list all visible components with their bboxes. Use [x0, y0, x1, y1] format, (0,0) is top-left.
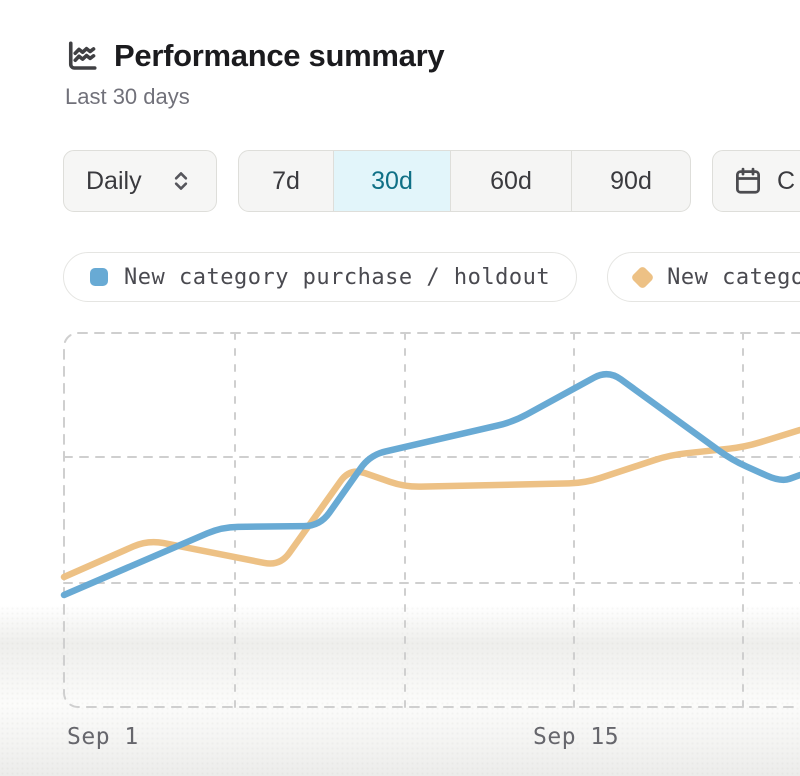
custom-range-button[interactable]: C	[712, 150, 800, 212]
legend-item-orange[interactable]: New categor	[607, 252, 800, 302]
range-7d[interactable]: 7d	[272, 166, 300, 195]
chevrons-up-down-icon	[168, 168, 194, 194]
legend-item-blue[interactable]: New category purchase / holdout	[63, 252, 578, 302]
legend-label: New category purchase / holdout	[124, 264, 551, 290]
header: Performance summary	[64, 38, 445, 74]
series-line-blue	[60, 371, 800, 599]
page-subtitle: Last 30 days	[65, 84, 190, 109]
x-axis-tick-sep15: Sep 15	[533, 724, 620, 750]
performance-chart-svg[interactable]	[0, 325, 800, 717]
range-90d[interactable]: 90d	[571, 151, 690, 211]
calendar-icon	[733, 166, 763, 196]
bottom-fade-texture	[0, 606, 800, 776]
orange-diamond-marker	[630, 264, 655, 290]
x-axis-tick-sep1: Sep 1	[67, 724, 139, 750]
series-line-orange	[60, 426, 800, 581]
legend: New category purchase / holdout New cate…	[63, 252, 800, 302]
line-chart-icon	[64, 38, 100, 74]
controls-row: Daily 7d 30d 60d 90d C	[63, 150, 800, 212]
page-title: Performance summary	[114, 38, 445, 73]
blue-square-marker	[90, 268, 108, 286]
granularity-select[interactable]: Daily	[63, 150, 217, 212]
plot-border	[63, 332, 800, 708]
legend-label: New categor	[667, 264, 800, 290]
range-30d[interactable]: 30d	[333, 151, 450, 211]
granularity-value: Daily	[86, 166, 142, 195]
range-60d[interactable]: 60d	[450, 151, 571, 211]
custom-range-label: C	[777, 166, 796, 195]
range-segmented-control: 7d 30d 60d 90d	[238, 150, 691, 212]
